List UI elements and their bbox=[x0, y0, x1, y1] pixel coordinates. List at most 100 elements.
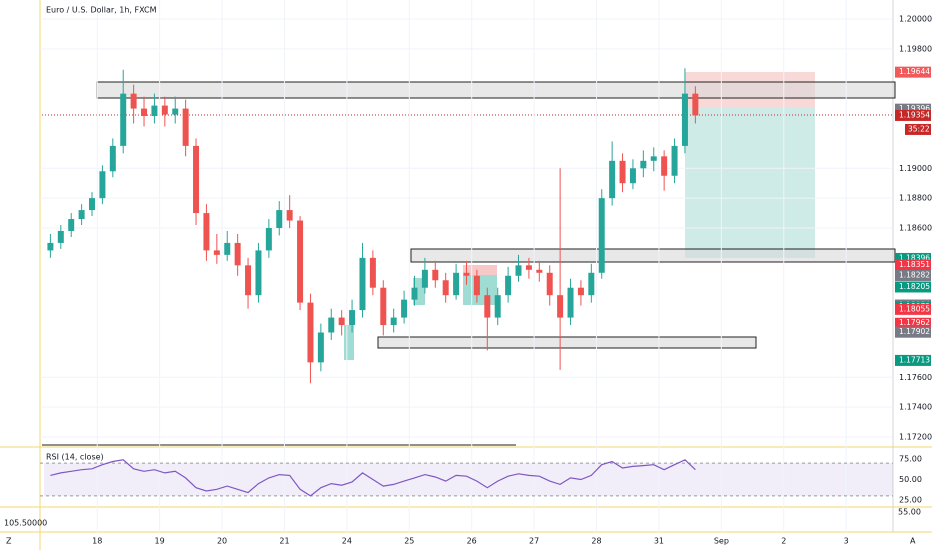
chart-layer: 18 19 20 21 24 25 26 27 28 31 Sep 2 3 1.20000 1.19800 1… bbox=[40, 0, 932, 546]
x-tick-label: 25 bbox=[404, 537, 414, 546]
y-tick-label: 1.17400 bbox=[899, 403, 932, 412]
candle-body bbox=[380, 287, 387, 326]
candle-body bbox=[484, 295, 491, 318]
x-tick-label: 21 bbox=[279, 537, 289, 546]
candle-body bbox=[577, 287, 584, 296]
price-chip bbox=[895, 109, 931, 121]
candle-body bbox=[57, 230, 64, 243]
candle-body bbox=[473, 275, 480, 296]
x-tick-label: 2 bbox=[781, 537, 786, 546]
candle-body bbox=[328, 317, 335, 333]
candle-body bbox=[203, 213, 210, 251]
price-chip-label: 1.19354 bbox=[899, 110, 930, 119]
price-chip-label: 1.17962 bbox=[899, 318, 930, 327]
x-tick-label: 27 bbox=[529, 537, 539, 546]
candle-body bbox=[401, 299, 408, 318]
rsi-title: RSI (14, close) bbox=[46, 453, 104, 462]
price-chip-label: 1.18396 bbox=[899, 253, 930, 262]
candle-body bbox=[588, 272, 595, 296]
extra-label: 105.50000 bbox=[4, 519, 47, 528]
rsi-band bbox=[44, 463, 893, 496]
candle-body bbox=[297, 220, 304, 303]
y-tick-label: 1.19800 bbox=[899, 44, 932, 53]
candle-body bbox=[598, 198, 605, 273]
candle-body bbox=[193, 145, 200, 214]
candle-body bbox=[619, 160, 626, 184]
corner-label: Z bbox=[6, 537, 12, 546]
candle-body bbox=[390, 317, 397, 326]
candle-body bbox=[109, 145, 116, 172]
candle-body bbox=[359, 257, 366, 311]
price-chip bbox=[895, 303, 931, 315]
price-chip bbox=[895, 281, 931, 293]
corner-label: A bbox=[910, 537, 916, 546]
price-chip-label: 1.18205 bbox=[899, 282, 930, 291]
candle-body bbox=[640, 160, 647, 169]
y-tick-label: 1.19000 bbox=[899, 164, 932, 173]
y-tick-label: 1.18800 bbox=[899, 194, 932, 203]
candle-body bbox=[338, 317, 345, 326]
candle-body bbox=[567, 287, 574, 318]
candle-body bbox=[286, 210, 293, 221]
x-tick-label: 18 bbox=[92, 537, 102, 546]
y-tick-label: 1.17600 bbox=[899, 373, 932, 382]
candle-body bbox=[411, 287, 418, 300]
chart-title: Euro / U.S. Dollar, 1h, FXCM bbox=[46, 6, 157, 15]
price-chip bbox=[895, 326, 931, 338]
candle-body bbox=[671, 145, 678, 176]
candle-body bbox=[161, 105, 168, 115]
candle-body bbox=[421, 269, 428, 288]
candle-body bbox=[442, 280, 449, 296]
x-tick-label: 20 bbox=[217, 537, 227, 546]
candle-body bbox=[432, 269, 439, 281]
price-chip-label: 1.17902 bbox=[899, 327, 930, 336]
x-tick-label: 24 bbox=[342, 537, 352, 546]
candle-body bbox=[692, 93, 699, 116]
rsi-line bbox=[50, 459, 696, 497]
candle-body bbox=[650, 156, 657, 161]
countdown-chip bbox=[905, 123, 931, 135]
small-zone bbox=[463, 265, 497, 275]
candle-body bbox=[89, 198, 96, 211]
candle-body bbox=[213, 250, 220, 255]
y-tick-label: 1.18600 bbox=[899, 224, 932, 233]
candle-body bbox=[349, 310, 356, 326]
candle-body bbox=[130, 93, 137, 109]
resistance-zone bbox=[96, 81, 896, 99]
price-chip-label: 1.18351 bbox=[899, 260, 930, 269]
candle-body bbox=[525, 265, 532, 270]
candle-body bbox=[78, 210, 85, 220]
candle-body bbox=[494, 295, 501, 318]
price-chip bbox=[895, 269, 931, 281]
x-tick-label: 26 bbox=[467, 537, 477, 546]
price-chip bbox=[895, 66, 931, 78]
candle-body bbox=[182, 108, 189, 146]
candle-body bbox=[307, 302, 314, 363]
candle-body bbox=[661, 156, 668, 176]
candle-body bbox=[276, 210, 283, 228]
candle-body bbox=[151, 105, 158, 117]
candle-body bbox=[68, 219, 75, 231]
candle-body bbox=[546, 272, 553, 296]
candle-body bbox=[629, 168, 636, 184]
small-zone bbox=[344, 325, 354, 360]
x-tick-label: 28 bbox=[591, 537, 601, 546]
candle-body bbox=[463, 272, 470, 276]
support-zone bbox=[377, 336, 757, 349]
rsi-extra-label: 55.00 bbox=[898, 508, 921, 517]
price-chip-label: 1.18282 bbox=[899, 270, 930, 279]
price-chip bbox=[895, 354, 931, 366]
candle-body bbox=[224, 242, 231, 255]
candle-body bbox=[536, 269, 543, 273]
rsi-tick-label: 50.00 bbox=[899, 475, 922, 484]
target-zone bbox=[685, 108, 815, 258]
y-tick-label: 1.17200 bbox=[899, 433, 932, 442]
price-chip bbox=[895, 317, 931, 329]
candle-body bbox=[609, 160, 616, 199]
candle-body bbox=[317, 332, 324, 363]
candle-body bbox=[265, 228, 272, 251]
small-zone bbox=[463, 275, 497, 305]
candle-body bbox=[172, 108, 179, 115]
candle-body bbox=[120, 93, 127, 146]
candle-body bbox=[515, 265, 522, 276]
